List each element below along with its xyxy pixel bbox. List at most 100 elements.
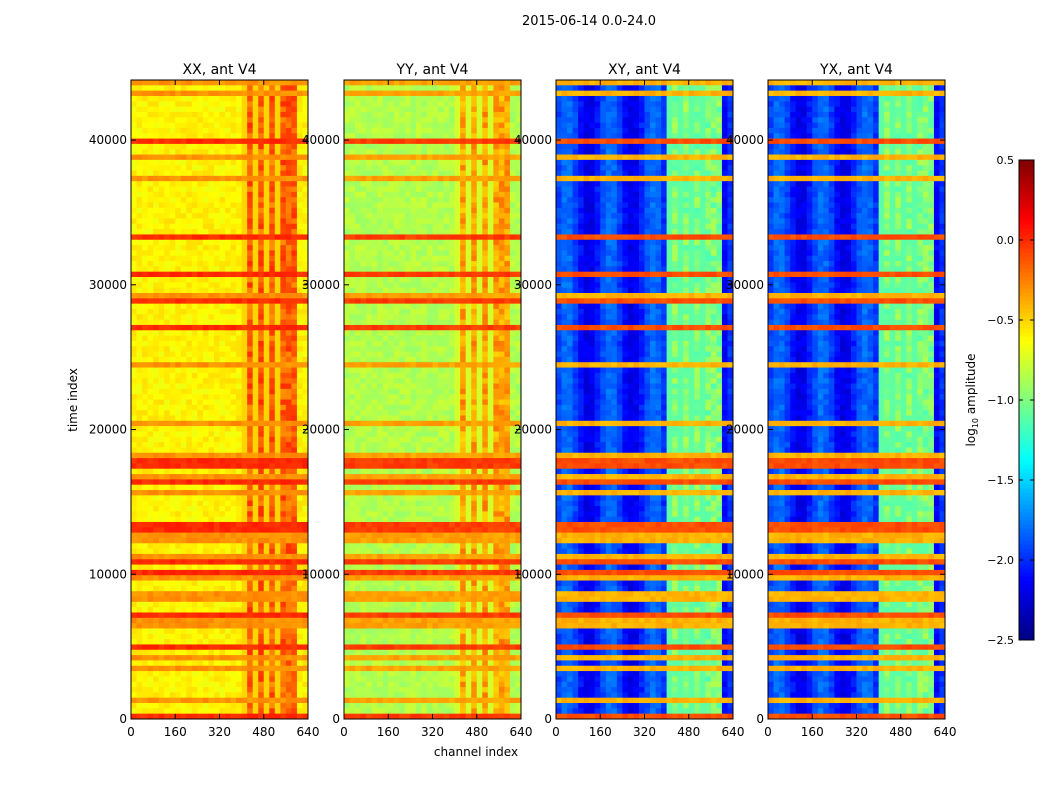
- heatmap-cell: [147, 692, 154, 699]
- heatmap-cell: [169, 559, 176, 565]
- heatmap-cell: [471, 95, 478, 102]
- heatmap-cell: [476, 181, 483, 187]
- heatmap-cell: [252, 553, 259, 560]
- heatmap-cell: [180, 639, 187, 645]
- heatmap-cell: [208, 111, 215, 118]
- heatmap-cell: [164, 335, 171, 342]
- heatmap-cell: [504, 181, 511, 187]
- heatmap-cell: [147, 106, 154, 113]
- heatmap-cell: [302, 335, 309, 342]
- heatmap-cell: [186, 639, 193, 645]
- heatmap-cell: [236, 410, 243, 416]
- heatmap-cell: [388, 111, 395, 118]
- heatmap-cell: [349, 191, 356, 198]
- heatmap-cell: [208, 490, 215, 496]
- heatmap-cell: [191, 245, 198, 251]
- heatmap-cell: [252, 601, 259, 608]
- heatmap-cell: [169, 692, 176, 699]
- heatmap-cell: [476, 101, 483, 108]
- heatmap-cell: [393, 186, 400, 193]
- heatmap-cell: [263, 665, 270, 672]
- heatmap-cell: [202, 356, 209, 363]
- heatmap-cell: [296, 388, 303, 395]
- heatmap-cell: [191, 655, 198, 661]
- heatmap-cell: [258, 548, 265, 555]
- heatmap-cell: [153, 356, 160, 363]
- heatmap-cell: [285, 223, 292, 230]
- heatmap-cell: [153, 687, 160, 693]
- heatmap-cell: [147, 426, 154, 432]
- heatmap-cell: [449, 127, 456, 134]
- heatmap-cell: [219, 186, 226, 193]
- heatmap-cell: [476, 95, 483, 102]
- heatmap-cell: [219, 410, 226, 416]
- heatmap-cell: [219, 633, 226, 640]
- heatmap-cell: [180, 431, 187, 438]
- heatmap-cell: [438, 165, 444, 171]
- heatmap-cell: [197, 703, 204, 709]
- heatmap-cell: [258, 559, 265, 565]
- heatmap-cell: [169, 415, 176, 422]
- heatmap-cell: [404, 213, 411, 219]
- heatmap-cell: [241, 340, 248, 347]
- heatmap-cell: [252, 181, 259, 187]
- heatmap-cell: [142, 532, 148, 539]
- heatmap-cell: [274, 687, 281, 693]
- heatmap-cell: [285, 250, 292, 257]
- heatmap-cell: [136, 308, 143, 315]
- heatmap-cell: [454, 90, 461, 97]
- heatmap-cell: [280, 442, 287, 448]
- heatmap-cell: [258, 671, 265, 677]
- heatmap-cell: [136, 607, 143, 613]
- heatmap-cell: [164, 516, 171, 523]
- heatmap-cell: [186, 191, 193, 198]
- heatmap-cell: [487, 239, 494, 246]
- heatmap-cell: [208, 506, 215, 512]
- heatmap-cell: [247, 266, 254, 273]
- heatmap-cell: [302, 133, 309, 139]
- heatmap-cell: [142, 697, 148, 704]
- heatmap-cell: [285, 106, 292, 113]
- heatmap-cell: [225, 564, 231, 571]
- heatmap-cell: [476, 250, 483, 257]
- heatmap-cell: [438, 101, 444, 108]
- heatmap-cell: [471, 261, 478, 267]
- heatmap-cell: [302, 143, 309, 150]
- heatmap-cell: [142, 378, 148, 384]
- heatmap-cell: [285, 133, 292, 139]
- heatmap-cell: [213, 356, 220, 363]
- heatmap-cell: [465, 106, 472, 113]
- heatmap-cell: [454, 202, 461, 209]
- heatmap-cell: [296, 245, 303, 251]
- heatmap-cell: [186, 127, 193, 134]
- heatmap-cell: [258, 697, 265, 704]
- heatmap-cell: [443, 122, 450, 129]
- heatmap-cell: [136, 277, 143, 283]
- heatmap-cell: [263, 314, 270, 321]
- heatmap-cell: [208, 154, 215, 161]
- heatmap-cell: [136, 426, 143, 432]
- heatmap-cell: [258, 138, 265, 145]
- heatmap-cell: [213, 521, 220, 528]
- heatmap-cell: [202, 458, 209, 464]
- heatmap-cell: [142, 117, 148, 123]
- heatmap-cell: [377, 191, 384, 198]
- heatmap-cell: [169, 298, 176, 305]
- heatmap-cell: [153, 362, 160, 368]
- heatmap-cell: [153, 383, 160, 390]
- heatmap-cell: [219, 420, 226, 427]
- heatmap-cell: [498, 85, 505, 92]
- heatmap-cell: [153, 569, 160, 576]
- heatmap-cell: [158, 351, 165, 358]
- heatmap-cell: [415, 250, 422, 257]
- heatmap-cell: [291, 245, 298, 251]
- heatmap-cell: [280, 548, 287, 555]
- heatmap-cell: [236, 239, 243, 246]
- heatmap-cell: [236, 639, 243, 645]
- heatmap-cell: [186, 607, 193, 613]
- heatmap-cell: [208, 181, 215, 187]
- heatmap-cell: [175, 261, 182, 267]
- heatmap-cell: [208, 596, 215, 603]
- heatmap-cell: [225, 559, 231, 565]
- heatmap-cell: [208, 340, 215, 347]
